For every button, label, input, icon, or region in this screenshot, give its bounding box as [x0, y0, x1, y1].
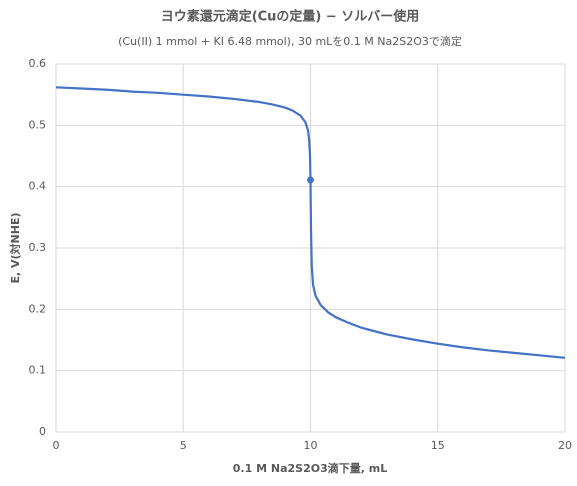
- x-tick-label: 0: [53, 439, 60, 452]
- y-tick-label: 0.1: [29, 364, 47, 377]
- y-tick-label: 0.6: [29, 57, 47, 70]
- chart-title: ヨウ素還元滴定(Cuの定量) − ソルバー使用: [161, 9, 420, 25]
- y-tick-label: 0.3: [29, 241, 47, 254]
- y-tick-label: 0: [39, 425, 46, 438]
- y-tick-label: 0.2: [29, 302, 47, 315]
- x-tick-label: 5: [180, 439, 187, 452]
- x-axis-label: 0.1 M Na2S2O3滴下量, mL: [233, 461, 387, 475]
- x-tick-label: 10: [304, 439, 318, 452]
- x-tick-label: 20: [558, 439, 572, 452]
- y-tick-label: 0.5: [29, 118, 47, 131]
- chart-subtitle: (Cu(II) 1 mmol + KI 6.48 mmol), 30 mLを0.…: [118, 34, 462, 48]
- y-axis-label: E, V(対NHE): [8, 212, 22, 283]
- x-tick-label: 15: [431, 439, 445, 452]
- data-point: [307, 176, 314, 184]
- y-tick-label: 0.4: [29, 180, 47, 193]
